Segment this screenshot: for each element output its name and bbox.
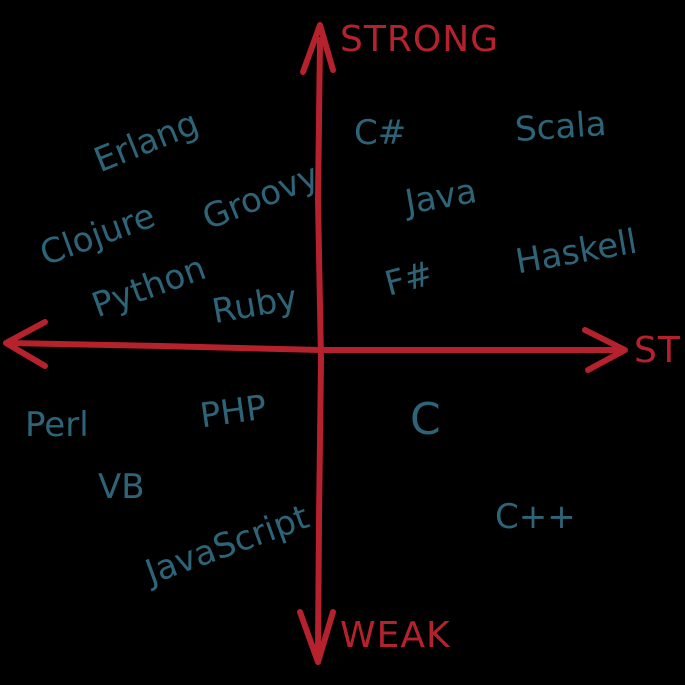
axis-label-bottom: WEAK xyxy=(340,615,451,656)
axis-label-right: ST xyxy=(634,330,681,371)
language-cpp: C++ xyxy=(495,497,576,537)
right-arrowhead xyxy=(582,327,628,373)
up-arrowhead xyxy=(300,22,336,75)
vertical-axis-line xyxy=(314,37,325,653)
language-vb: VB xyxy=(98,467,145,507)
language-php: PHP xyxy=(197,387,270,437)
left-arrowhead xyxy=(3,319,48,369)
language-perl: Perl xyxy=(25,405,89,445)
horizontal-axis-line xyxy=(5,340,623,353)
language-c: C xyxy=(410,394,441,445)
axis-label-top: STRONG xyxy=(340,19,500,60)
language-csharp: C# xyxy=(354,113,407,153)
language-scala: Scala xyxy=(513,103,608,151)
down-arrowhead xyxy=(297,609,336,665)
